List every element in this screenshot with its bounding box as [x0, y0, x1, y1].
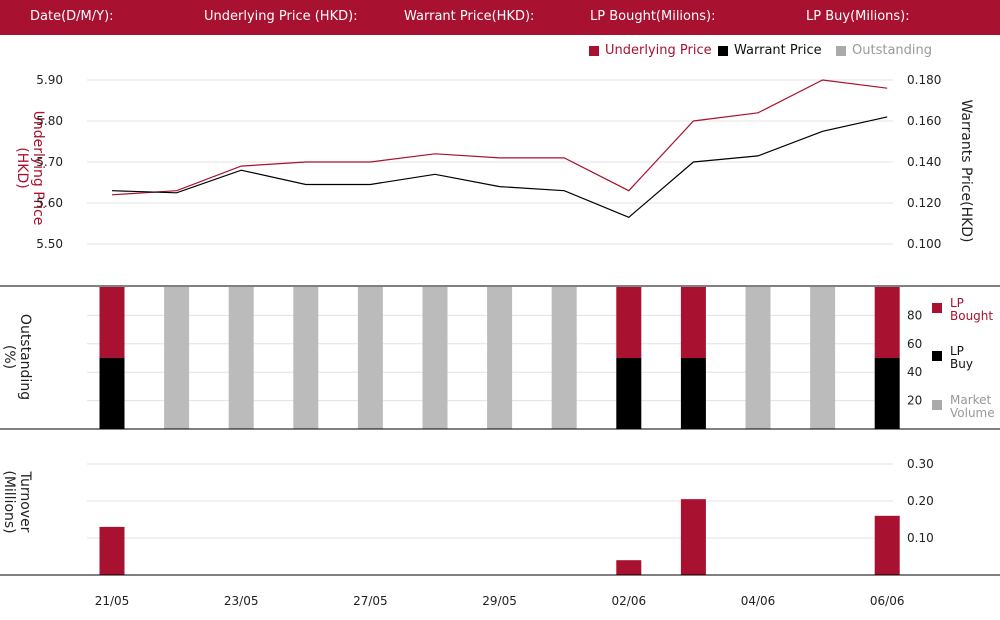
side-legend-lp-buy[interactable]: LP Buy [932, 345, 973, 371]
x-tick-label: 06/06 [870, 594, 905, 608]
turnover-tick-label: 0.30 [907, 457, 934, 471]
x-tick-label: 29/05 [482, 594, 517, 608]
legend-outstanding[interactable]: Outstanding [836, 43, 932, 58]
price-right-tick-label: 0.100 [907, 237, 941, 251]
outstanding-chart: 20 40 60 80 [87, 287, 922, 429]
price-right-tick-label: 0.160 [907, 114, 941, 128]
turnover-bar [874, 515, 900, 575]
side-legend-lp-bought-line1: LP [950, 296, 964, 310]
lp-bought-bar [874, 287, 900, 358]
legend-underlying-label: Underlying Price [605, 43, 712, 58]
lp-bought-label: LP Bought(Milions): [590, 9, 716, 24]
outstanding-tick-label: 40 [907, 365, 922, 379]
market-volume-bar [293, 287, 319, 429]
market-volume-bar [487, 287, 513, 429]
market-volume-bar [228, 287, 254, 429]
price-left-tick-label: 5.80 [36, 114, 63, 128]
price-right-tick-label: 0.120 [907, 196, 941, 210]
legend-outstanding-label: Outstanding [852, 43, 932, 58]
market-volume-bar [422, 287, 448, 429]
side-legend-lp-bought-line2: Bought [950, 309, 994, 323]
lp-buy-bar [616, 358, 642, 429]
side-legend-lp-bought-swatch [932, 303, 942, 313]
turnover-bar [680, 499, 706, 575]
side-legend-lp-buy-line1: LP [950, 344, 964, 358]
x-tick-label: 04/06 [741, 594, 776, 608]
x-tick-label: 27/05 [353, 594, 388, 608]
side-legend-market-volume[interactable]: Market Volume [932, 394, 995, 420]
outstanding-tick-label: 80 [907, 308, 922, 322]
market-volume-bar [357, 287, 383, 429]
x-tick-label: 02/06 [612, 594, 647, 608]
turnover-bar [99, 526, 125, 575]
lp-buy-bar [99, 358, 125, 429]
lp-bought-bar [99, 287, 125, 358]
price-left-tick-label: 5.60 [36, 196, 63, 210]
market-volume-bar [164, 287, 190, 429]
x-axis: 21/05 23/05 27/05 29/05 02/06 04/06 06/06 [95, 594, 905, 608]
underlying-price-line [111, 79, 888, 196]
legend-outstanding-swatch [836, 45, 846, 56]
side-legend-lp-bought-text: LP Bought [950, 297, 993, 323]
side-legend-market-volume-text: Market Volume [950, 394, 995, 420]
outstanding-tick-label: 60 [907, 337, 922, 351]
price-left-tick-label: 5.90 [36, 73, 63, 87]
legend-warrant[interactable]: Warrant Price [718, 43, 822, 58]
outstanding-tick-label: 20 [907, 394, 922, 408]
price-left-tick-label: 5.50 [36, 237, 63, 251]
turnover-chart: 0.10 0.20 0.30 [87, 457, 934, 575]
side-legend-lp-bought[interactable]: LP Bought [932, 297, 993, 323]
lp-buy-label: LP Buy(Milions): [806, 9, 910, 24]
market-volume-bar [810, 287, 836, 429]
warrant-price-line [111, 116, 888, 218]
side-legend-lp-buy-line2: Buy [950, 357, 973, 371]
legend-underlying[interactable]: Underlying Price [589, 43, 712, 58]
turnover-tick-label: 0.20 [907, 494, 934, 508]
date-label: Date(D/M/Y): [30, 9, 114, 24]
lp-bought-bar [616, 287, 642, 358]
side-legend-lp-buy-swatch [932, 351, 942, 361]
market-volume-bar [745, 287, 771, 429]
price-right-tick-label: 0.140 [907, 155, 941, 169]
warrant-price-label: Warrant Price(HKD): [404, 9, 535, 24]
x-tick-label: 23/05 [224, 594, 259, 608]
side-legend-market-volume-line2: Volume [950, 406, 995, 420]
side-legend-lp-buy-text: LP Buy [950, 345, 973, 371]
side-legend-market-volume-swatch [932, 400, 942, 410]
turnover-bar [616, 560, 642, 575]
turnover-tick-label: 0.10 [907, 531, 934, 545]
price-right-tick-label: 0.180 [907, 73, 941, 87]
side-legend-market-volume-line1: Market [950, 393, 992, 407]
lp-bought-bar [680, 287, 706, 358]
legend-warrant-label: Warrant Price [734, 43, 822, 58]
legend-underlying-swatch [589, 45, 599, 56]
price-chart: 5.50 5.60 5.70 5.80 5.90 0.100 0.120 0.140 0.160… [36, 73, 941, 251]
header-bar: Date(D/M/Y): Underlying Price (HKD): War… [0, 0, 1000, 35]
lp-buy-bar [874, 358, 900, 429]
lp-buy-bar [680, 358, 706, 429]
legend-warrant-swatch [718, 45, 728, 56]
market-volume-bar [551, 287, 577, 429]
x-tick-label: 21/05 [95, 594, 130, 608]
price-left-tick-label: 5.70 [36, 155, 63, 169]
underlying-price-label: Underlying Price (HKD): [204, 9, 358, 24]
